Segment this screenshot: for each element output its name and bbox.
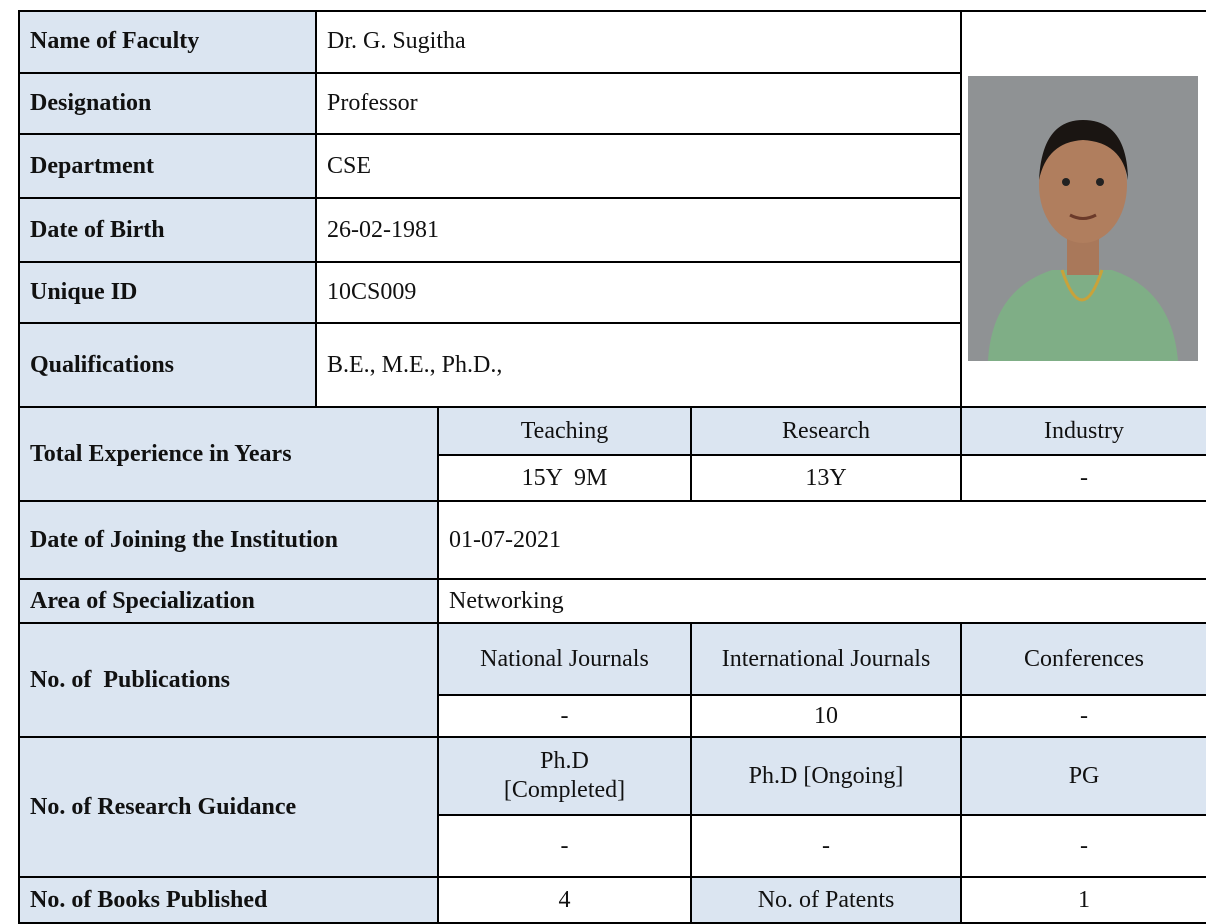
field-value: 26-02-1981 xyxy=(314,197,963,263)
faculty-profile: Name of Faculty Dr. G. Sugitha Designati… xyxy=(18,9,1206,924)
field-value: 15Y 9M xyxy=(437,454,692,503)
field-label: No. of Books Published xyxy=(18,876,439,924)
field-label: Total Experience in Years xyxy=(18,406,439,503)
column-header: Ph.D [Completed] xyxy=(437,736,692,817)
column-header: International Journals xyxy=(689,622,963,697)
field-label: Designation xyxy=(18,71,317,136)
field-value: Networking xyxy=(436,578,1206,625)
field-label: Name of Faculty xyxy=(18,10,317,74)
field-value: - xyxy=(960,694,1206,739)
field-value: - xyxy=(689,814,963,879)
field-value: - xyxy=(437,814,692,879)
column-header: Conferences xyxy=(960,622,1206,697)
field-value: Dr. G. Sugitha xyxy=(314,10,963,74)
field-label: Department xyxy=(18,133,317,199)
column-header: Industry xyxy=(960,406,1206,457)
field-value: 10CS009 xyxy=(314,260,963,325)
field-value: - xyxy=(437,694,692,739)
field-value: 10 xyxy=(689,694,963,739)
field-value: B.E., M.E., Ph.D., xyxy=(314,322,963,409)
field-label: Unique ID xyxy=(18,260,317,325)
field-value: - xyxy=(960,814,1206,879)
column-header: National Journals xyxy=(437,622,692,697)
field-value: 01-07-2021 xyxy=(436,500,1206,581)
field-label: Qualifications xyxy=(18,322,317,409)
field-label: No. of Publications xyxy=(18,622,439,739)
field-label: Date of Birth xyxy=(18,197,317,263)
column-header: PG xyxy=(960,736,1206,817)
field-value: - xyxy=(960,454,1206,503)
column-header: Research xyxy=(689,406,963,457)
field-label: Area of Specialization xyxy=(18,578,439,625)
column-header: Ph.D [Ongoing] xyxy=(689,736,963,817)
field-value: 4 xyxy=(437,876,692,924)
field-label: No. of Patents xyxy=(689,876,963,924)
field-label: No. of Research Guidance xyxy=(18,736,439,879)
field-value: 13Y xyxy=(689,454,963,503)
field-value: 1 xyxy=(960,876,1206,924)
field-value: Professor xyxy=(314,71,963,136)
faculty-photo xyxy=(968,75,1199,361)
column-header: Teaching xyxy=(437,406,692,457)
field-label: Date of Joining the Institution xyxy=(18,500,439,581)
field-value: CSE xyxy=(314,133,963,199)
photo-cell xyxy=(960,9,1206,409)
